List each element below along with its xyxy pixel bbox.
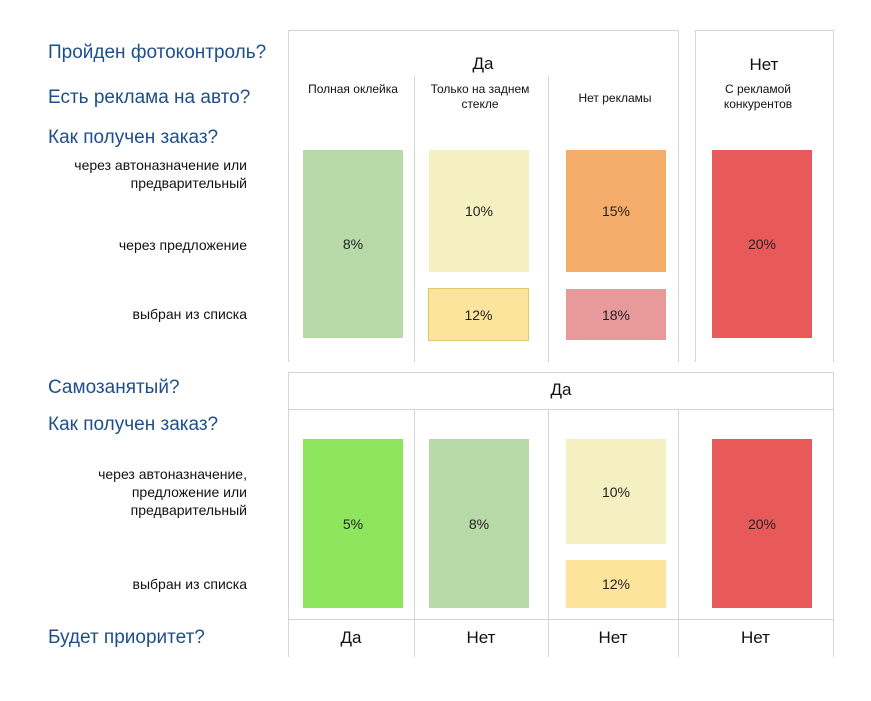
row-label-list-2: выбран из списка: [132, 576, 247, 592]
cell-s2-col4: 20%: [712, 439, 812, 608]
col-header-competitor-ads: С рекламой конкурентов: [723, 82, 793, 111]
cell-s2-col2: 8%: [429, 439, 529, 608]
col-header-no-ads: Нет рекламы: [578, 91, 652, 105]
row-label-offer: через предложение: [118, 237, 247, 253]
question-order-source-2: Как получен заказ?: [48, 414, 219, 435]
question-order-source: Как получен заказ?: [48, 127, 219, 148]
grid-line: [833, 372, 834, 409]
question-self-employed: Самозанятый?: [48, 377, 180, 398]
header-photo-no: Нет: [749, 55, 779, 74]
grid-line: [288, 619, 834, 620]
cell-s2-col1: 5%: [303, 439, 403, 608]
cell-no-ads-assign-offer: 15%: [566, 150, 666, 272]
grid-line: [833, 409, 834, 657]
question-photo-control: Пройден фотоконтроль?: [48, 42, 267, 63]
grid-line: [548, 409, 549, 657]
row-label-auto-assign: через автоназначение или предварительный: [74, 157, 247, 191]
row-label-assign-offer-preorder: через автоназначение, предложение или пр…: [98, 466, 247, 518]
grid-line: [414, 76, 415, 362]
row-label-list: выбран из списка: [132, 306, 247, 322]
grid-line: [833, 30, 834, 362]
priority-col2: Нет: [466, 628, 496, 647]
cell-rear-list: 12%: [428, 288, 529, 341]
col-header-rear-window: Только на заднем стекле: [430, 82, 530, 111]
header-photo-yes: Да: [472, 54, 494, 73]
header-self-employed-yes: Да: [550, 380, 572, 399]
grid-line: [414, 409, 415, 657]
grid-line: [288, 372, 289, 409]
grid-line: [288, 30, 678, 31]
grid-line: [695, 30, 834, 31]
priority-col4: Нет: [741, 628, 770, 647]
grid-line: [695, 30, 696, 362]
cell-s2-col3-assign: 10%: [566, 439, 666, 544]
grid-line: [288, 409, 834, 410]
question-priority: Будет приоритет?: [48, 627, 205, 648]
cell-competitor-ads: 20%: [712, 150, 812, 338]
cell-s2-col3-list: 12%: [566, 560, 666, 608]
cell-no-ads-list: 18%: [566, 289, 666, 340]
grid-line: [288, 30, 289, 362]
priority-col3: Нет: [598, 628, 628, 647]
question-ads-on-car: Есть реклама на авто?: [48, 87, 251, 108]
col-header-full-wrap: Полная оклейка: [308, 82, 398, 96]
priority-col1: Да: [340, 628, 362, 647]
grid-line: [288, 372, 834, 373]
grid-line: [548, 76, 549, 362]
grid-line: [288, 409, 289, 657]
grid-line: [678, 409, 679, 657]
cell-rear-assign-offer: 10%: [429, 150, 529, 272]
grid-line: [678, 30, 679, 362]
cell-full-wrap: 8%: [303, 150, 403, 338]
